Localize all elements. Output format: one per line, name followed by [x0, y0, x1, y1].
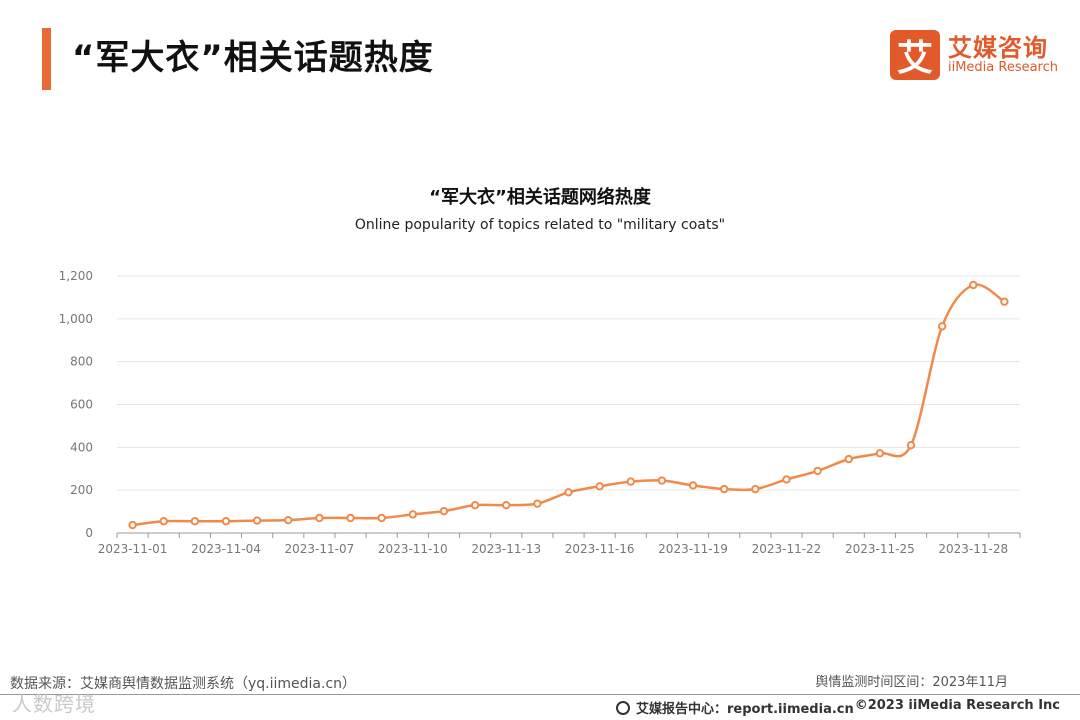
data-point [470, 500, 480, 510]
data-point [937, 322, 947, 331]
data-point [564, 488, 573, 497]
x-tick-label: 2023-11-07 [285, 542, 355, 556]
copyright: ©2023 iiMedia Research Inc [854, 698, 1060, 713]
data-point [1000, 297, 1009, 306]
data-point [906, 440, 916, 450]
data-point [844, 454, 853, 464]
logo-text: 艾媒咨询 iiMedia Research [947, 33, 1058, 76]
data-point [719, 484, 729, 494]
data-point [875, 449, 885, 458]
data-point [159, 517, 168, 526]
x-tick-label: 2023-11-25 [845, 542, 915, 556]
data-source: 数据来源：艾媒商舆情数据监测系统（yq.iimedia.cn） [10, 676, 357, 692]
data-point [221, 517, 231, 526]
data-point [626, 477, 635, 486]
x-tick-label: 2023-11-22 [752, 542, 822, 556]
data-point [595, 482, 604, 491]
x-tick-label: 2023-11-19 [658, 542, 728, 556]
report-center: 艾媒报告中心：report.iimedia.cn [616, 698, 854, 717]
data-point [128, 520, 137, 530]
watermark: 人数跨境 [12, 692, 96, 716]
data-point [439, 506, 449, 516]
report-center-text: 艾媒报告中心：report.iimedia.cn [636, 702, 854, 717]
title-accent-bar [42, 28, 51, 90]
data-point [657, 476, 667, 485]
iimedia-logo: 艾 艾媒咨询 iiMedia Research [889, 30, 1058, 80]
chart-subtitle: Online popularity of topics related to "… [354, 217, 726, 233]
data-point [284, 515, 293, 525]
monitoring-period: 舆情监测时间区间：2023年11月 [815, 675, 1008, 690]
x-tick-label: 2023-11-10 [378, 542, 448, 556]
data-point [315, 513, 324, 523]
logo-en: iiMedia Research [947, 60, 1058, 76]
data-point [408, 510, 418, 519]
globe-icon [616, 700, 630, 715]
y-tick-label: 0 [85, 526, 93, 540]
y-tick-label: 600 [70, 398, 93, 412]
data-point [969, 280, 978, 290]
y-tick-label: 400 [70, 440, 93, 454]
y-tick-label: 1,000 [59, 312, 93, 326]
y-tick-label: 800 [70, 355, 93, 369]
y-tick-label: 200 [70, 483, 93, 497]
data-point [813, 466, 822, 476]
logo-mark: 艾 [889, 30, 940, 80]
data-point [502, 500, 511, 510]
page-title: “军大衣”相关话题热度 [72, 38, 434, 78]
x-tick-label: 2023-11-04 [191, 542, 261, 556]
data-point [688, 481, 698, 490]
x-tick-label: 2023-11-01 [98, 542, 168, 556]
data-point [252, 516, 262, 525]
x-tick-label: 2023-11-28 [938, 542, 1008, 556]
x-tick-label: 2023-11-13 [471, 542, 541, 556]
y-tick-label: 1,200 [59, 269, 93, 283]
data-point [533, 499, 542, 508]
data-point [782, 475, 791, 484]
data-point [751, 484, 760, 494]
chart-title: “军大衣”相关话题网络热度 [429, 187, 651, 208]
data-point [377, 513, 386, 523]
footer-divider [0, 694, 1080, 695]
logo-cn: 艾媒咨询 [947, 33, 1048, 62]
data-point [346, 513, 355, 523]
x-tick-label: 2023-11-16 [565, 542, 635, 556]
data-point [190, 517, 200, 526]
